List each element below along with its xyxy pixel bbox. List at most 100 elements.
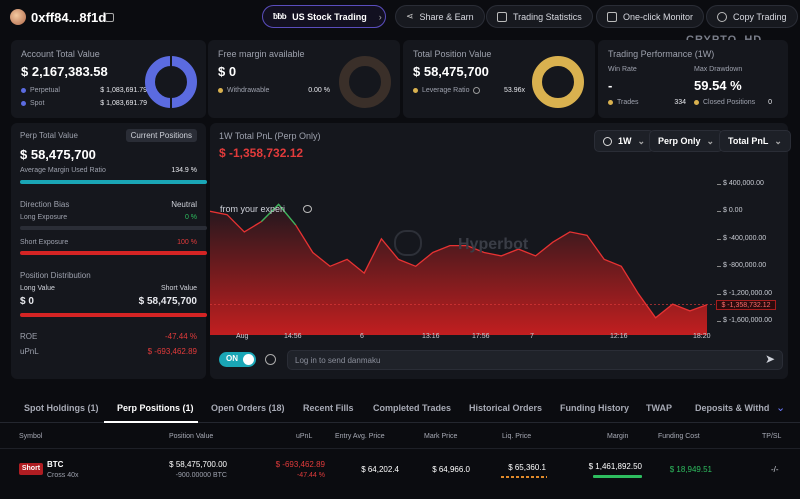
tab-deposits-withdrawals[interactable]: Deposits & Withdra xyxy=(695,403,770,413)
short-value: $ 58,475,700 xyxy=(138,296,197,307)
y-tick-label: $ -400,000.00 xyxy=(723,234,767,242)
perp-value: $ 58,475,700 xyxy=(20,147,96,162)
chevron-down-icon: ⌄ xyxy=(706,135,715,146)
y-tick-mark xyxy=(717,293,721,295)
long-value-label: Long Value xyxy=(20,285,55,292)
y-tick-mark xyxy=(717,321,721,323)
col-margin[interactable]: Margin xyxy=(607,433,629,440)
tab-completed-trades[interactable]: Completed Trades xyxy=(373,403,452,413)
short-exposure-label: Short Exposure xyxy=(20,239,69,246)
long-value: $ 0 xyxy=(20,296,34,307)
wallet-address[interactable]: 0xff84...8f1d xyxy=(31,10,107,25)
tab-twap[interactable]: TWAP xyxy=(646,403,672,413)
scope-select[interactable]: Perp Only ⌄ xyxy=(649,130,724,152)
share-earn-button[interactable]: ⋖ Share & Earn xyxy=(395,5,485,28)
col-upnl[interactable]: uPnL xyxy=(296,433,313,440)
table-row[interactable] xyxy=(0,448,800,488)
active-tab-indicator xyxy=(104,421,198,423)
direction-label: Direction Bias xyxy=(20,200,70,209)
copy-label: Copy Trading xyxy=(733,11,787,22)
row-upnl: $ -693,462.89 xyxy=(275,460,325,469)
account-title: Account Total Value xyxy=(21,49,100,59)
long-exposure-value: 0 % xyxy=(184,214,197,221)
x-tick-label: 7 xyxy=(530,333,534,340)
x-tick-label: Aug xyxy=(236,333,249,340)
us-stock-trading-button[interactable]: ƀƀb US Stock Trading › xyxy=(262,5,386,28)
statistics-icon xyxy=(497,11,507,22)
tab-recent-fills[interactable]: Recent Fills xyxy=(303,403,354,413)
margin-title: Free margin available xyxy=(218,49,305,59)
winrate-value: - xyxy=(608,78,613,93)
x-tick-label: 18:20 xyxy=(693,333,711,340)
metric-select[interactable]: Total PnL ⌄ xyxy=(719,130,791,152)
position-title: Total Position Value xyxy=(413,49,492,59)
col-entry-price[interactable]: Entry Avg. Price xyxy=(335,433,385,440)
closed-value: 0 xyxy=(768,99,772,106)
scope-label: Perp Only xyxy=(658,136,701,146)
danmaku-input[interactable]: Log in to send danmaku xyxy=(287,350,783,370)
send-icon[interactable]: ➤ xyxy=(765,352,776,366)
y-tick-label: $ 0.00 xyxy=(723,207,743,215)
copy-icon[interactable] xyxy=(105,13,114,22)
distribution-bar xyxy=(20,313,207,317)
short-value-label: Short Value xyxy=(160,285,197,292)
stats-label: Trading Statistics xyxy=(513,11,582,22)
col-funding-cost[interactable]: Funding Cost xyxy=(658,433,700,440)
col-mark-price[interactable]: Mark Price xyxy=(424,433,458,440)
tab-perp-positions[interactable]: Perp Positions (1) xyxy=(117,403,194,413)
total-position-card: Total Position Value $ 58,475,700 Levera… xyxy=(403,40,595,118)
monitor-icon xyxy=(607,11,617,22)
tab-spot-holdings[interactable]: Spot Holdings (1) xyxy=(24,403,99,413)
y-tick-label: $ -1,200,000.00 xyxy=(723,289,773,297)
header: 0xff84...8f1d ƀƀb US Stock Trading › ⋖ S… xyxy=(0,0,800,46)
chart-title: 1W Total PnL (Perp Only) xyxy=(219,131,321,141)
row-upnl-pct: -47.44 % xyxy=(296,472,325,479)
current-value-badge: $ -1,358,732.12 xyxy=(716,299,776,310)
trading-statistics-button[interactable]: Trading Statistics xyxy=(486,5,593,28)
tab-open-orders[interactable]: Open Orders (18) xyxy=(211,403,285,413)
trades-row: Trades xyxy=(608,99,639,106)
info-icon xyxy=(473,87,481,94)
upnl-label: uPnL xyxy=(20,347,39,356)
period-select[interactable]: 1W ⌄ xyxy=(594,130,655,152)
col-liq-price[interactable]: Liq. Price xyxy=(502,433,532,440)
row-tpsl: -/- xyxy=(771,465,779,474)
tab-historical-orders[interactable]: Historical Orders xyxy=(469,403,543,413)
leverage-value: 53.96x xyxy=(503,87,525,94)
winrate-label: Win Rate xyxy=(608,66,637,73)
row-mode: Cross 40x xyxy=(47,472,79,479)
y-tick-label: $ -800,000.00 xyxy=(723,262,767,270)
col-symbol[interactable]: Symbol xyxy=(19,433,43,440)
roe-label: ROE xyxy=(20,332,38,341)
current-positions-tag[interactable]: Current Positions xyxy=(125,129,197,142)
liq-risk-indicator xyxy=(501,476,547,478)
y-tick-label: $ 400,000.00 xyxy=(723,179,764,187)
direction-value: Neutral xyxy=(171,200,197,209)
chart-overlay-text: from your experi xyxy=(220,204,286,214)
distribution-label: Position Distribution xyxy=(20,271,91,280)
x-tick-label: 13:16 xyxy=(422,333,440,340)
account-value: $ 2,167,383.58 xyxy=(21,64,108,79)
x-tick-label: 14:56 xyxy=(284,333,302,340)
one-click-monitor-button[interactable]: One-click Monitor xyxy=(596,5,705,28)
drawdown-label: Max Drawdown xyxy=(694,66,743,73)
perp-title: Perp Total Value xyxy=(20,131,78,140)
roe-value: -47.44 % xyxy=(164,332,197,341)
chevron-down-icon[interactable]: ⌄ xyxy=(776,402,786,414)
monitor-label: One-click Monitor xyxy=(623,11,694,22)
copy-trading-button[interactable]: Copy Trading xyxy=(706,5,798,28)
row-margin: $ 1,461,892.50 xyxy=(588,462,642,471)
trades-value: 334 xyxy=(674,99,686,106)
perp-value: $ 1,083,691.79 xyxy=(100,87,147,94)
hyperbot-logo-icon xyxy=(394,230,422,256)
account-donut xyxy=(145,55,197,109)
row-funding: $ 18,949.51 xyxy=(669,465,712,474)
short-exposure-bar xyxy=(20,251,207,255)
row-liq: $ 65,360.1 xyxy=(508,463,546,472)
tab-funding-history[interactable]: Funding History xyxy=(560,403,629,413)
col-position-value[interactable]: Position Value xyxy=(169,433,214,440)
danmaku-toggle[interactable]: ON xyxy=(219,352,256,367)
pnl-chart[interactable] xyxy=(210,170,715,335)
settings-icon[interactable] xyxy=(265,354,276,365)
row-size: -900.00000 BTC xyxy=(175,472,227,479)
